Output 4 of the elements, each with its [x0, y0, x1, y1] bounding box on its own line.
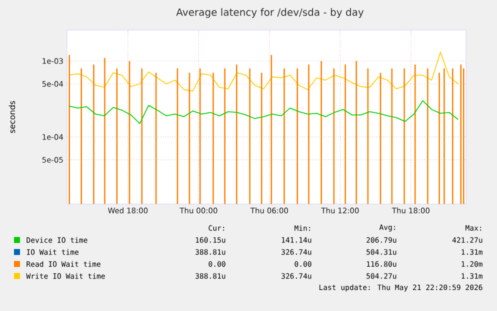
line-series: [68, 52, 459, 92]
chart-title: Average latency for /dev/sda - by day: [176, 8, 364, 18]
y-axis-title: seconds: [8, 101, 16, 133]
line-series: [68, 100, 459, 124]
